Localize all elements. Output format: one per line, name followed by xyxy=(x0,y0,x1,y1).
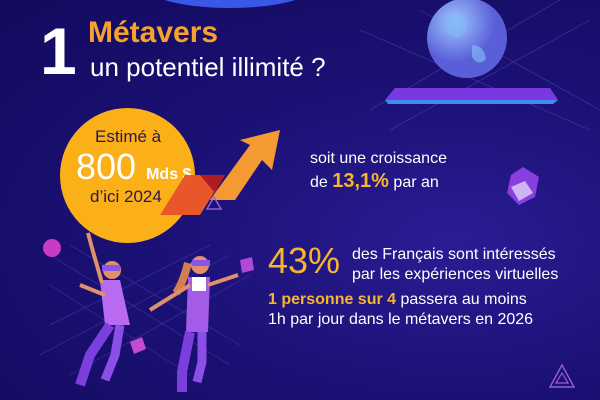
estimate-label: Estimé à xyxy=(95,127,162,146)
growth-line1: soit une croissance xyxy=(310,150,447,167)
usage-line1: passera au moins xyxy=(400,291,527,308)
growth-arrow-icon xyxy=(160,130,280,215)
title: Métavers xyxy=(88,16,219,49)
top-decoration xyxy=(150,0,310,8)
vr-dancers-illustration xyxy=(39,232,254,392)
estimate-unit: Mds $ xyxy=(146,166,192,183)
interest-line1: des Français sont intéressés xyxy=(352,246,556,263)
growth-prefix: de xyxy=(310,174,328,191)
growth-suffix: par an xyxy=(393,174,439,191)
usage-text: 1 personne sur 4 passera au moins 1h par … xyxy=(268,290,533,330)
globe-icon xyxy=(360,0,600,131)
estimate-year: d’ici 2024 xyxy=(90,187,162,206)
growth-line2: de 13,1% par an xyxy=(310,170,439,194)
estimate-value: 800 Mds $ xyxy=(76,146,191,188)
triangle-icon xyxy=(206,196,222,210)
interest-value: 43% xyxy=(268,240,341,281)
usage-line2: 1h par jour dans le métavers en 2026 xyxy=(268,311,534,328)
interest-text: des Français sont intéressés par les expé… xyxy=(352,245,558,285)
triangle-icon xyxy=(548,363,576,388)
estimate-number: 800 xyxy=(76,146,137,187)
section-number: 1 xyxy=(40,14,77,88)
usage-highlight: 1 personne sur 4 xyxy=(268,291,397,308)
cube-icon xyxy=(507,167,539,205)
interest-line2: par les expériences virtuelles xyxy=(352,266,559,283)
growth-value: 13,1% xyxy=(332,170,389,192)
subtitle: un potentiel illimité ? xyxy=(90,52,326,82)
estimate-circle xyxy=(60,108,195,243)
